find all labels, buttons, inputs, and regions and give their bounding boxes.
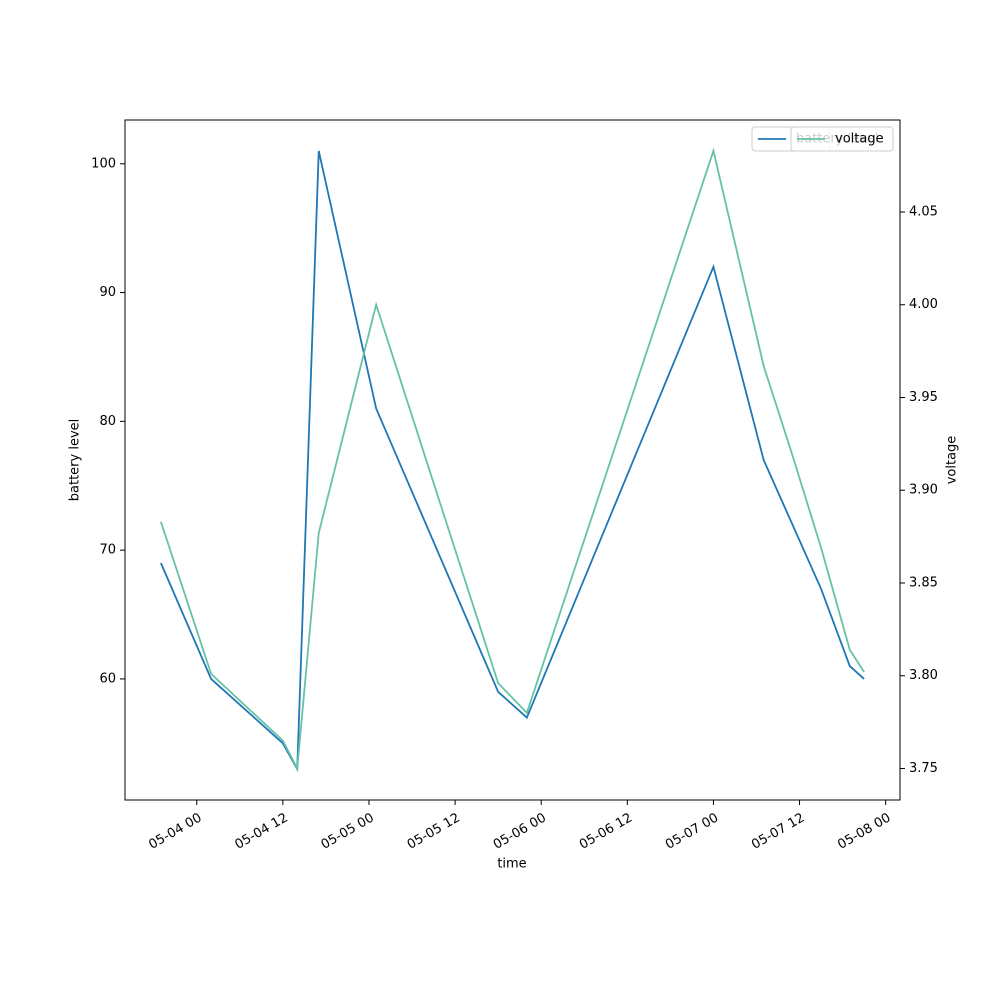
x-tick-label: 05-07 00 bbox=[663, 811, 721, 853]
series-line bbox=[160, 150, 865, 773]
y2-tick-label: 3.75 bbox=[909, 761, 938, 776]
y2-axis-label: voltage bbox=[945, 436, 960, 485]
y2-tick-label: 4.00 bbox=[909, 297, 938, 312]
y-tick-label: 70 bbox=[99, 543, 116, 558]
y-tick-label: 100 bbox=[91, 156, 116, 171]
y2-tick-label: 3.80 bbox=[909, 668, 938, 683]
x-tick-label: 05-07 12 bbox=[749, 811, 807, 853]
y2-tick-label: 3.85 bbox=[909, 575, 938, 590]
x-tick-label: 05-06 12 bbox=[577, 811, 635, 853]
y-tick-label: 60 bbox=[99, 671, 116, 686]
x-tick-label: 05-08 00 bbox=[835, 811, 893, 853]
y-axis-label: battery level bbox=[68, 419, 83, 502]
legend-label: voltage bbox=[835, 132, 884, 147]
y-tick-label: 90 bbox=[99, 285, 116, 300]
y-tick-label: 80 bbox=[99, 414, 116, 429]
plot-frame bbox=[124, 119, 901, 801]
y2-tick-label: 3.95 bbox=[909, 390, 938, 405]
series-line bbox=[160, 147, 865, 772]
y2-tick-label: 4.05 bbox=[909, 205, 938, 220]
x-tick-label: 05-04 00 bbox=[146, 811, 204, 853]
x-tick-label: 05-04 12 bbox=[232, 811, 290, 853]
x-tick-label: 05-05 00 bbox=[319, 811, 377, 853]
y2-tick-label: 3.90 bbox=[909, 483, 938, 498]
x-tick-label: 05-06 00 bbox=[491, 811, 549, 853]
x-tick-label: 05-05 12 bbox=[405, 811, 463, 853]
x-axis-label: time bbox=[497, 857, 526, 872]
legend-box bbox=[790, 126, 894, 152]
